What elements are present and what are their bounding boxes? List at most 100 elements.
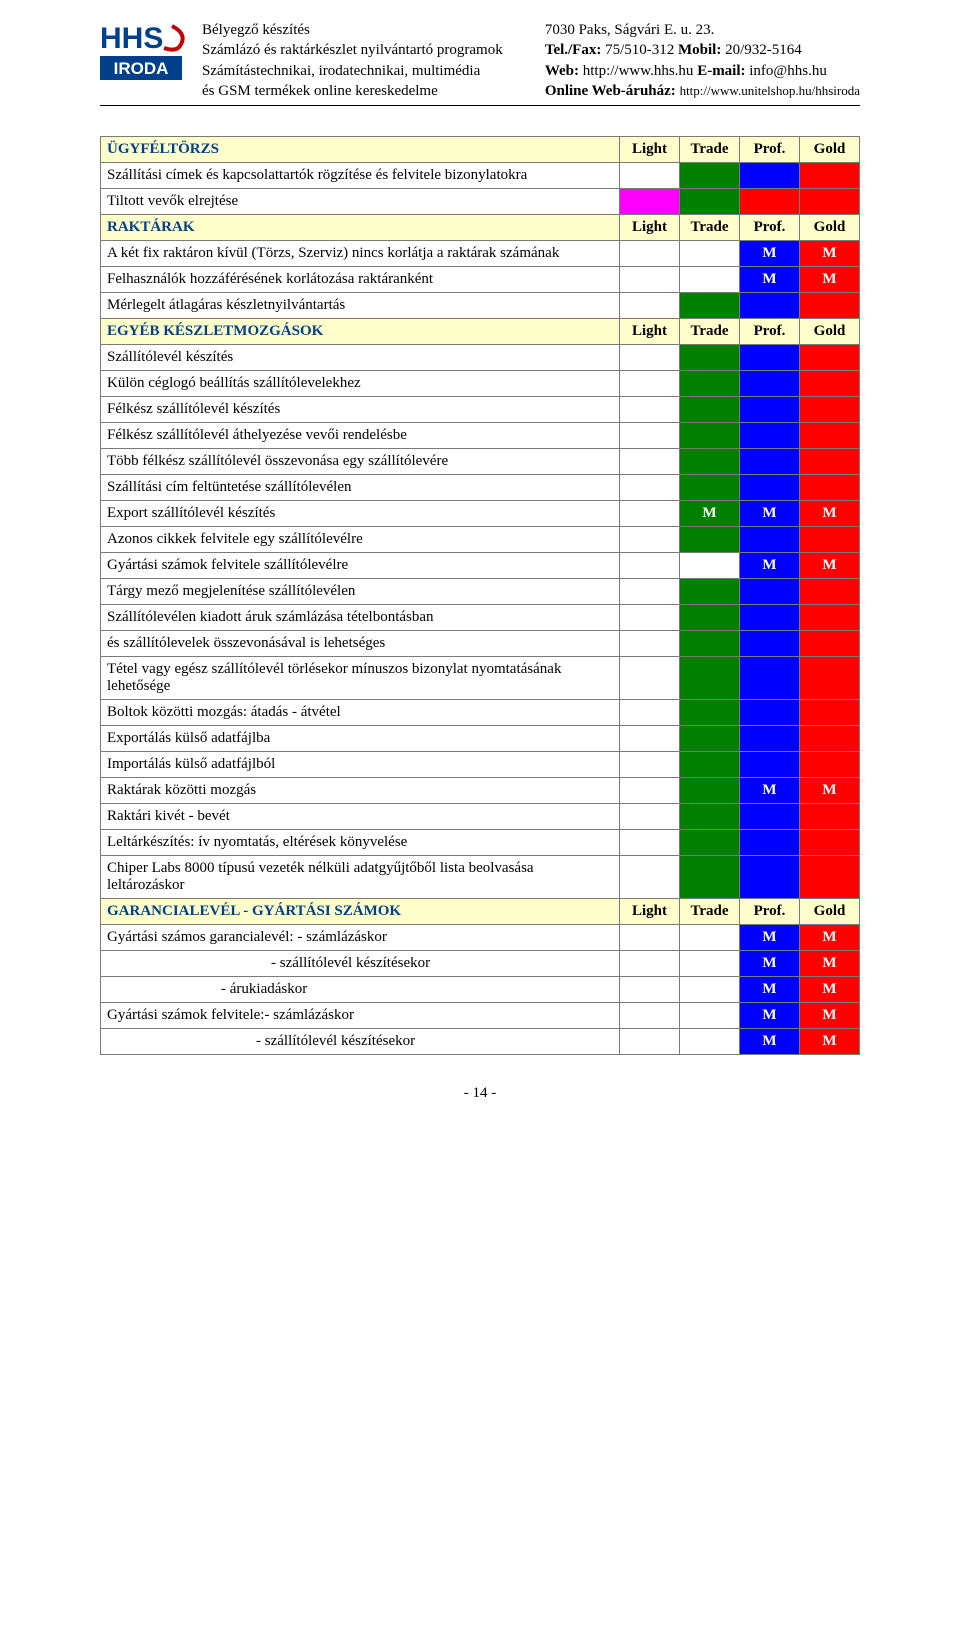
feature-cell: M (800, 267, 860, 293)
row-label: Exportálás külső adatfájlba (101, 726, 620, 752)
feature-cell: M (800, 951, 860, 977)
row-label: Külön céglogó beállítás szállítólevelekh… (101, 371, 620, 397)
feature-cell: M (740, 778, 800, 804)
feature-cell (620, 752, 680, 778)
feature-cell (680, 830, 740, 856)
column-header: Gold (800, 319, 860, 345)
feature-cell (680, 449, 740, 475)
feature-cell (800, 189, 860, 215)
feature-cell (620, 293, 680, 319)
row-label: Szállítási címek és kapcsolattartók rögz… (101, 163, 620, 189)
feature-cell (680, 925, 740, 951)
feature-cell (680, 856, 740, 899)
row-label: Több félkész szállítólevél összevonása e… (101, 449, 620, 475)
feature-cell (800, 423, 860, 449)
row-label: Gyártási számos garancialevél: - számláz… (101, 925, 620, 951)
feature-cell: M (740, 1003, 800, 1029)
feature-cell: M (740, 925, 800, 951)
feature-cell (620, 371, 680, 397)
header-line: Bélyegző készítés (202, 20, 503, 40)
feature-cell: M (740, 1029, 800, 1055)
row-label: Gyártási számok felvitele:- számlázáskor (101, 1003, 620, 1029)
row-label: Azonos cikkek felvitele egy szállítólevé… (101, 527, 620, 553)
row-label: Export szállítólevél készítés (101, 501, 620, 527)
table-row: Gyártási számos garancialevél: - számláz… (101, 925, 860, 951)
table-row: Félkész szállítólevél áthelyezése vevői … (101, 423, 860, 449)
page-header: HHS IRODA Bélyegző készítésSzámlázó és r… (100, 20, 860, 106)
feature-cell (740, 189, 800, 215)
logo-text-bottom: IRODA (114, 59, 169, 78)
feature-cell: M (740, 553, 800, 579)
row-label: Raktári kivét - bevét (101, 804, 620, 830)
row-label: Szállítási cím feltüntetése szállítólevé… (101, 475, 620, 501)
table-row: Tárgy mező megjelenítése szállítólevélen (101, 579, 860, 605)
column-header: Prof. (740, 137, 800, 163)
row-label: és szállítólevelek összevonásával is leh… (101, 631, 620, 657)
feature-cell (800, 726, 860, 752)
feature-cell: M (800, 925, 860, 951)
column-header: Trade (680, 137, 740, 163)
row-label: - szállítólevél készítésekor (101, 951, 620, 977)
section-header-row: EGYÉB KÉSZLETMOZGÁSOKLightTradeProf.Gold (101, 319, 860, 345)
section-title: GARANCIALEVÉL - GYÁRTÁSI SZÁMOK (101, 899, 620, 925)
feature-cell (680, 293, 740, 319)
feature-cell (680, 951, 740, 977)
feature-cell (800, 475, 860, 501)
feature-cell (800, 605, 860, 631)
feature-cell (620, 345, 680, 371)
feature-cell (620, 951, 680, 977)
column-header: Gold (800, 137, 860, 163)
header-line: 7030 Paks, Ságvári E. u. 23. (545, 20, 860, 40)
feature-cell (740, 397, 800, 423)
column-header: Trade (680, 215, 740, 241)
row-label: Raktárak közötti mozgás (101, 778, 620, 804)
feature-cell: M (800, 1003, 860, 1029)
table-row: Export szállítólevél készítésMMM (101, 501, 860, 527)
feature-cell: M (800, 977, 860, 1003)
feature-cell (740, 527, 800, 553)
feature-cell (680, 397, 740, 423)
table-row: Leltárkészítés: ív nyomtatás, eltérések … (101, 830, 860, 856)
header-line: Számítástechnikai, irodatechnikai, multi… (202, 61, 503, 81)
feature-cell (620, 553, 680, 579)
feature-cell (740, 726, 800, 752)
feature-cell (740, 752, 800, 778)
feature-cell (800, 579, 860, 605)
row-label: Tárgy mező megjelenítése szállítólevélen (101, 579, 620, 605)
feature-cell (800, 163, 860, 189)
feature-cell (800, 371, 860, 397)
feature-cell (680, 752, 740, 778)
feature-cell (740, 804, 800, 830)
feature-cell (680, 804, 740, 830)
feature-cell (620, 925, 680, 951)
feature-cell (620, 804, 680, 830)
feature-cell (800, 752, 860, 778)
feature-cell: M (740, 501, 800, 527)
feature-cell (800, 657, 860, 700)
table-row: Több félkész szállítólevél összevonása e… (101, 449, 860, 475)
table-row: Chiper Labs 8000 típusú vezeték nélküli … (101, 856, 860, 899)
header-line: és GSM termékek online kereskedelme (202, 81, 503, 101)
feature-cell (740, 163, 800, 189)
feature-cell (620, 241, 680, 267)
table-row: Boltok közötti mozgás: átadás - átvétel (101, 700, 860, 726)
feature-cell (680, 700, 740, 726)
feature-cell (740, 345, 800, 371)
feature-cell (800, 293, 860, 319)
feature-cell (680, 726, 740, 752)
feature-cell: M (800, 778, 860, 804)
column-header: Gold (800, 899, 860, 925)
feature-cell (800, 804, 860, 830)
table-row: és szállítólevelek összevonásával is leh… (101, 631, 860, 657)
row-label: Boltok közötti mozgás: átadás - átvétel (101, 700, 620, 726)
feature-cell (620, 605, 680, 631)
row-label: Felhasználók hozzáférésének korlátozása … (101, 267, 620, 293)
table-row: Gyártási számok felvitele:- számlázáskor… (101, 1003, 860, 1029)
logo: HHS IRODA (100, 20, 190, 88)
feature-cell (740, 449, 800, 475)
feature-cell (740, 830, 800, 856)
feature-cell (620, 977, 680, 1003)
feature-cell: M (800, 553, 860, 579)
logo-text-top: HHS (100, 22, 163, 55)
feature-cell (680, 163, 740, 189)
